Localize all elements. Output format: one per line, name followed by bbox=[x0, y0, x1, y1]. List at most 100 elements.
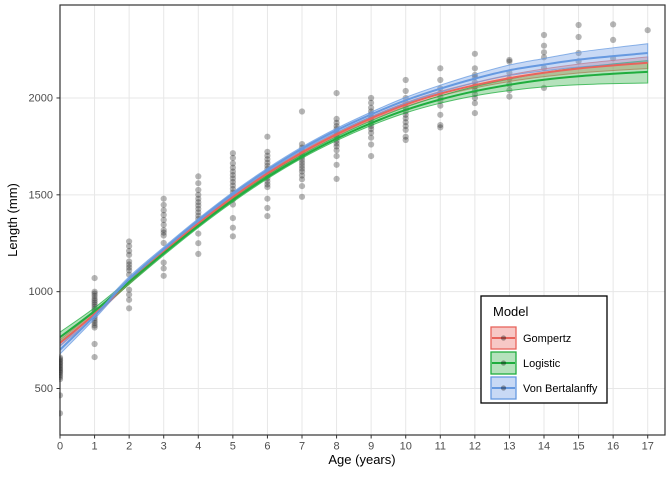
data-point bbox=[471, 100, 478, 107]
legend-label-von-bertalanffy: Von Bertalanffy bbox=[523, 383, 598, 395]
x-tick-label: 16 bbox=[607, 441, 619, 453]
data-point bbox=[160, 232, 167, 239]
data-point bbox=[195, 230, 202, 237]
data-point bbox=[229, 182, 236, 189]
data-point bbox=[160, 211, 167, 219]
data-point bbox=[506, 56, 513, 64]
data-point bbox=[506, 58, 513, 65]
data-point bbox=[298, 159, 306, 166]
x-tick-label: 8 bbox=[334, 441, 340, 453]
y-axis-title: Length (mm) bbox=[5, 183, 20, 257]
data-point bbox=[644, 27, 651, 34]
data-point bbox=[368, 99, 375, 106]
data-point bbox=[91, 292, 98, 299]
data-point bbox=[402, 76, 409, 84]
data-point bbox=[264, 152, 271, 159]
x-tick-label: 7 bbox=[299, 441, 305, 453]
data-point bbox=[91, 297, 98, 304]
data-point bbox=[229, 178, 236, 186]
data-point bbox=[471, 50, 478, 57]
data-point bbox=[264, 133, 271, 140]
legend-title: Model bbox=[493, 304, 529, 319]
data-point bbox=[575, 49, 582, 57]
data-point bbox=[610, 21, 617, 28]
data-point bbox=[91, 324, 98, 331]
panel-border bbox=[59, 4, 666, 436]
data-point bbox=[195, 191, 202, 198]
x-tick-label: 10 bbox=[400, 441, 412, 453]
data-point bbox=[368, 141, 375, 148]
data-point bbox=[368, 125, 375, 133]
data-point bbox=[264, 195, 271, 202]
data-point bbox=[575, 33, 582, 41]
data-point bbox=[160, 229, 167, 236]
x-tick-label: 14 bbox=[538, 441, 550, 453]
data-point bbox=[540, 42, 548, 49]
data-point bbox=[195, 199, 202, 206]
data-point bbox=[91, 322, 98, 329]
data-point bbox=[229, 215, 236, 222]
data-point bbox=[160, 227, 167, 234]
x-tick-label: 3 bbox=[161, 441, 167, 453]
data-point bbox=[264, 184, 271, 191]
data-point bbox=[333, 153, 340, 160]
data-point bbox=[437, 76, 444, 84]
data-point bbox=[298, 176, 306, 183]
data-point bbox=[402, 136, 409, 144]
y-tick-label: 1000 bbox=[29, 286, 53, 298]
legend-label-logistic: Logistic bbox=[523, 358, 561, 370]
data-point bbox=[437, 122, 444, 129]
data-point bbox=[160, 195, 167, 202]
data-point bbox=[610, 36, 617, 44]
data-point bbox=[195, 240, 202, 247]
data-point bbox=[368, 129, 375, 136]
data-point bbox=[402, 119, 409, 126]
x-tick-label: 15 bbox=[572, 441, 584, 453]
data-point bbox=[402, 123, 409, 130]
data-point bbox=[91, 319, 98, 327]
data-point bbox=[160, 216, 167, 224]
data-point bbox=[368, 153, 375, 160]
data-point bbox=[160, 259, 167, 266]
data-point bbox=[91, 295, 98, 302]
data-point bbox=[229, 164, 236, 171]
x-tick-label: 12 bbox=[469, 441, 481, 453]
data-point bbox=[298, 172, 306, 179]
data-point bbox=[333, 175, 340, 182]
data-point bbox=[126, 247, 133, 255]
data-point bbox=[368, 134, 375, 141]
data-point bbox=[575, 21, 582, 29]
x-tick-label: 17 bbox=[642, 441, 654, 453]
data-point bbox=[333, 90, 340, 97]
data-point bbox=[437, 65, 444, 72]
x-tick-label: 1 bbox=[92, 441, 98, 453]
data-point bbox=[298, 168, 306, 175]
data-point bbox=[229, 175, 236, 182]
data-point bbox=[195, 202, 202, 209]
data-point bbox=[402, 115, 409, 122]
data-point bbox=[437, 102, 444, 109]
x-tick-label: 5 bbox=[230, 441, 236, 453]
data-point bbox=[402, 133, 409, 140]
x-tick-label: 4 bbox=[195, 441, 201, 453]
data-point bbox=[229, 172, 236, 179]
data-point bbox=[126, 238, 133, 245]
data-point bbox=[264, 156, 271, 163]
data-point bbox=[333, 115, 340, 122]
data-point bbox=[471, 65, 478, 72]
data-point bbox=[160, 265, 167, 272]
legend-label-gompertz: Gompertz bbox=[523, 333, 571, 345]
data-point bbox=[229, 224, 236, 231]
y-tick-label: 500 bbox=[35, 383, 53, 395]
data-point bbox=[540, 49, 548, 56]
x-axis-title: Age (years) bbox=[328, 452, 395, 467]
data-point bbox=[298, 165, 306, 172]
data-point bbox=[126, 261, 133, 268]
data-point bbox=[91, 275, 98, 282]
fit-line-logistic bbox=[59, 70, 648, 338]
data-point bbox=[229, 160, 236, 167]
data-point bbox=[195, 209, 202, 216]
x-tick-label: 11 bbox=[435, 441, 446, 453]
data-point bbox=[160, 272, 167, 279]
